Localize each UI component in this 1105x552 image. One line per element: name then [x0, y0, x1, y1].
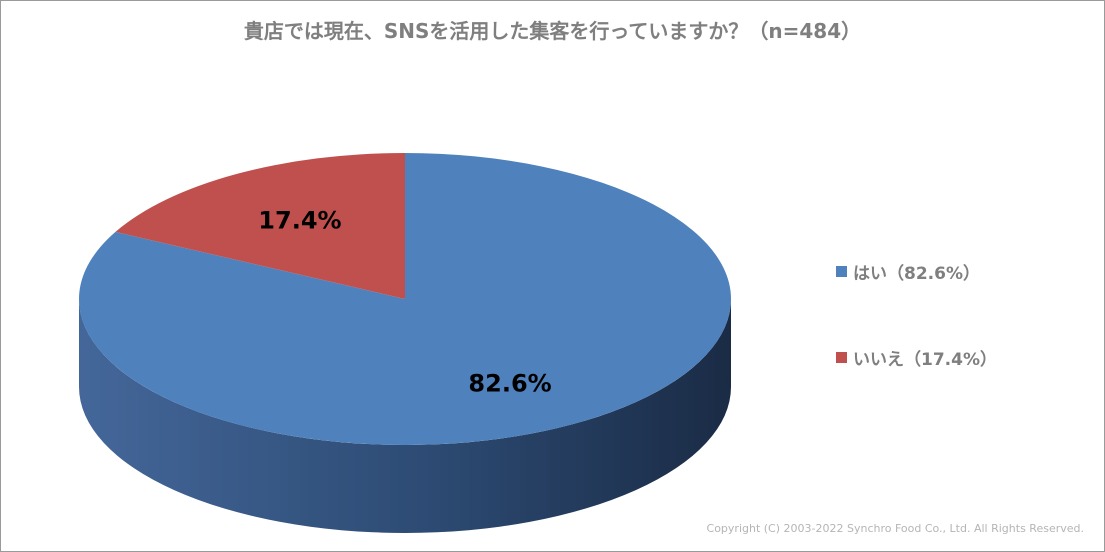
legend-item-yes: はい（82.6%）: [836, 256, 997, 286]
legend-swatch-yes: [836, 265, 847, 277]
legend-label-yes: はい（82.6%）: [853, 263, 980, 284]
pie-labels-group: 82.6% 17.4%: [258, 207, 551, 398]
pie-slice-no: [115, 153, 405, 299]
pie-side-group: [79, 299, 731, 533]
legend-item-no: いいえ（17.4%）: [836, 342, 997, 372]
pie-data-label-yes: 82.6%: [468, 369, 551, 397]
legend-label-no: いいえ（17.4%）: [853, 349, 997, 370]
pie-slice-yes: [78, 153, 732, 446]
chart-title: 貴店では現在、SNSを活用した集客を行っていますか？（n=484）: [243, 19, 862, 43]
legend-swatch-no: [836, 351, 847, 363]
legend: はい（82.6%） いいえ（17.4%）: [836, 256, 997, 428]
pie-data-label-no: 17.4%: [258, 207, 341, 235]
pie-top-group: [78, 153, 732, 446]
copyright-text: Copyright (C) 2003-2022 Synchro Food Co.…: [706, 522, 1084, 535]
pie-side-yes: [79, 299, 731, 533]
